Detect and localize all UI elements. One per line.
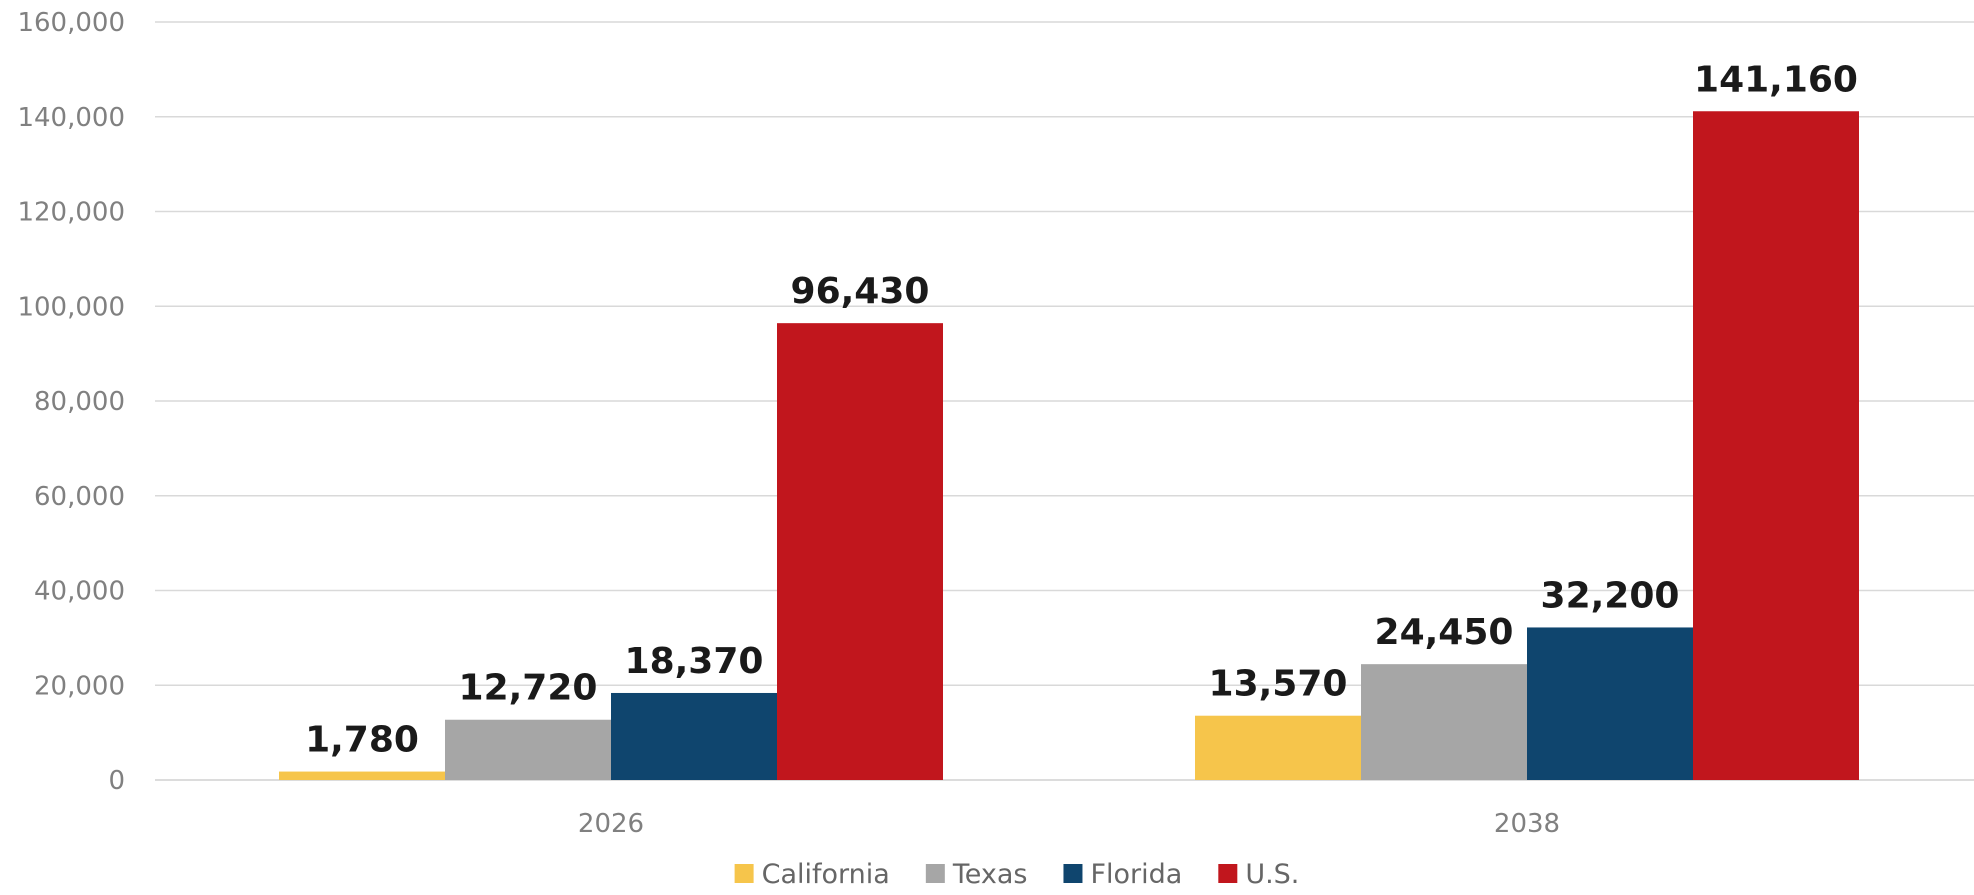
- bar-texas-2026: [445, 719, 611, 780]
- legend-swatch: [734, 864, 754, 883]
- data-label: 12,720: [459, 668, 598, 709]
- bars: [279, 111, 1859, 780]
- gridlines: [155, 21, 1974, 781]
- bar-u-s-2026: [777, 323, 943, 780]
- y-tick-label: 120,000: [17, 198, 125, 228]
- y-tick-label: 40,000: [34, 577, 125, 607]
- data-labels: 1,780 12,720 18,370 96,430 13,570 24,450 32,20…: [305, 59, 1858, 760]
- bar-california-2026: [279, 771, 445, 780]
- data-label: 141,160: [1694, 59, 1858, 100]
- y-tick-label: 0: [108, 766, 125, 796]
- bar-california-2038: [1195, 715, 1361, 780]
- legend-item: Florida: [1063, 859, 1182, 890]
- data-label: 24,450: [1375, 612, 1514, 653]
- legend-swatch: [1063, 864, 1083, 883]
- data-label: 96,430: [791, 271, 930, 312]
- legend-swatch: [1218, 864, 1238, 883]
- bar-florida-2038: [1527, 627, 1693, 780]
- y-tick-label: 160,000: [17, 8, 125, 38]
- category-label: 2038: [1494, 809, 1560, 839]
- legend-label: Texas: [952, 859, 1028, 890]
- data-label: 1,780: [305, 720, 419, 761]
- legend-item: California: [734, 859, 890, 890]
- y-tick-label: 140,000: [17, 103, 125, 133]
- category-label: 2026: [578, 809, 644, 839]
- legend-label: U.S.: [1245, 859, 1299, 890]
- y-tick-label: 100,000: [17, 292, 125, 322]
- bar-u-s-2038: [1693, 111, 1859, 780]
- y-axis-ticks: 0 20,000 40,000 60,000 80,000 100,000 120,000 1…: [17, 8, 125, 796]
- legend-label: California: [762, 859, 890, 890]
- legend-label: Florida: [1090, 859, 1182, 890]
- bar-texas-2038: [1361, 664, 1527, 780]
- y-tick-label: 60,000: [34, 482, 125, 512]
- legend: California Texas Florida U.S.: [734, 859, 1299, 890]
- legend-swatch: [925, 864, 945, 883]
- bar-florida-2026: [611, 692, 777, 780]
- data-label: 32,200: [1541, 575, 1680, 616]
- legend-item: U.S.: [1218, 859, 1299, 890]
- legend-item: Texas: [925, 859, 1028, 890]
- y-tick-label: 80,000: [34, 387, 125, 417]
- x-axis-categories: 2026 2038: [578, 809, 1560, 839]
- data-label: 13,570: [1209, 664, 1348, 705]
- y-tick-label: 20,000: [34, 671, 125, 701]
- data-label: 18,370: [625, 641, 764, 682]
